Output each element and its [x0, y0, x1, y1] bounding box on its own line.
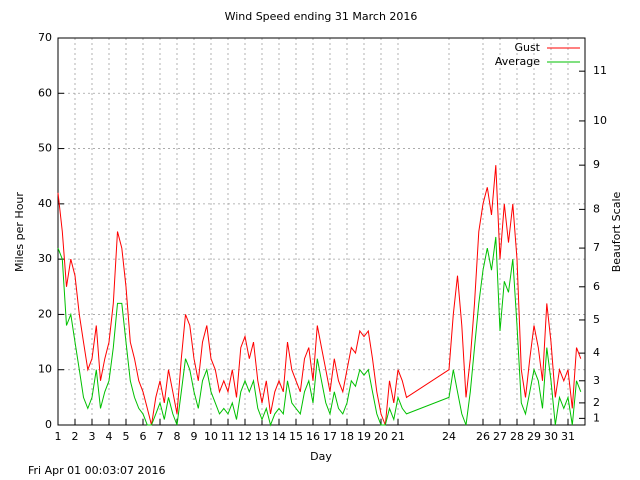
- y2-tick-label: 7: [593, 241, 600, 254]
- y-tick-label: 30: [38, 252, 52, 265]
- x-tick-label: 4: [106, 430, 113, 443]
- y2-tick-label: 9: [593, 158, 600, 171]
- y-tick-label: 50: [38, 142, 52, 155]
- x-tick-label: 14: [272, 430, 286, 443]
- y2-tick-label: 11: [593, 64, 607, 77]
- y-tick-label: 70: [38, 31, 52, 44]
- x-tick-label: 16: [306, 430, 320, 443]
- x-tick-label: 19: [357, 430, 371, 443]
- chart-title: Wind Speed ending 31 March 2016: [225, 10, 418, 23]
- plot-frame: [57, 37, 586, 426]
- x-tick-label: 26: [476, 430, 490, 443]
- series-line: [57, 165, 582, 426]
- y2-tick-label: 3: [593, 374, 600, 387]
- y-tick-label: 10: [38, 363, 52, 376]
- series-line: [57, 236, 582, 427]
- y-tick-label: 60: [38, 86, 52, 99]
- x-tick-label: 29: [527, 430, 541, 443]
- x-tick-label: 8: [174, 430, 181, 443]
- y-tick-label: 0: [45, 418, 52, 431]
- x-tick-label: 9: [191, 430, 198, 443]
- y-tick-label: 40: [38, 197, 52, 210]
- x-tick-label: 18: [340, 430, 354, 443]
- x-tick-label: 6: [140, 430, 147, 443]
- x-tick-label: 28: [510, 430, 524, 443]
- x-tick-label: 21: [391, 430, 405, 443]
- x-tick-label: 7: [157, 430, 164, 443]
- y2-axis-label: Beaufort Scale: [610, 191, 623, 272]
- footnote: Fri Apr 01 00:03:07 2016: [28, 464, 166, 477]
- x-tick-label: 11: [221, 430, 235, 443]
- x-tick-label: 13: [255, 430, 269, 443]
- y2-tick-label: 2: [593, 396, 600, 409]
- x-tick-label: 10: [204, 430, 218, 443]
- y2-tick-label: 10: [593, 114, 607, 127]
- x-axis-label: Day: [310, 450, 332, 463]
- y-tick-label: 20: [38, 307, 52, 320]
- y2-tick-label: 8: [593, 202, 600, 215]
- x-tick-label: 5: [123, 430, 130, 443]
- y-axis-label: Miles per Hour: [13, 192, 26, 272]
- x-tick-label: 2: [72, 430, 79, 443]
- x-tick-label: 15: [289, 430, 303, 443]
- y2-tick-label: 1: [593, 411, 600, 424]
- x-tick-label: 12: [238, 430, 252, 443]
- y2-tick-label: 6: [593, 280, 600, 293]
- y2-tick-label: 4: [593, 346, 600, 359]
- legend-label: Gust: [514, 41, 540, 54]
- x-tick-label: 31: [561, 430, 575, 443]
- x-tick-label: 20: [374, 430, 388, 443]
- x-tick-label: 27: [493, 430, 507, 443]
- x-tick-label: 1: [55, 430, 62, 443]
- x-tick-label: 17: [323, 430, 337, 443]
- y2-tick-label: 5: [593, 313, 600, 326]
- x-tick-label: 3: [89, 430, 96, 443]
- x-tick-label: 24: [442, 430, 456, 443]
- x-tick-label: 30: [544, 430, 558, 443]
- legend-label: Average: [495, 55, 540, 68]
